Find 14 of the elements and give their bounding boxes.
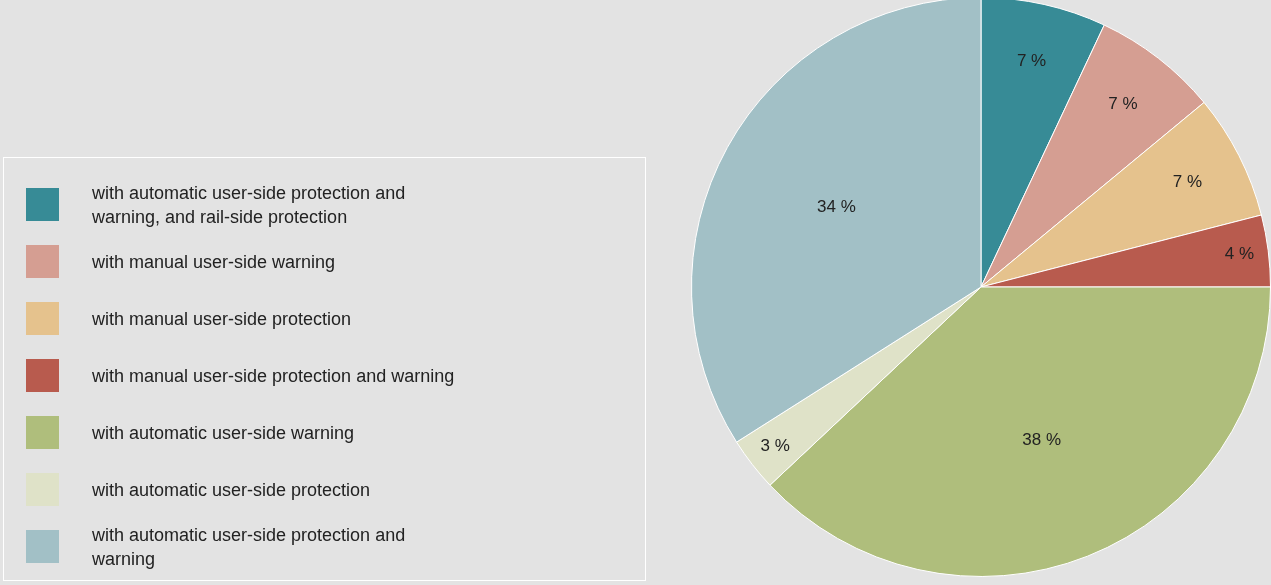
legend-label: with automatic user-side protection	[92, 478, 371, 502]
legend-label: with manual user-side warning	[92, 250, 336, 274]
data-label: 7 %	[1172, 171, 1203, 191]
data-label: 38 %	[1022, 430, 1062, 450]
data-label: 7 %	[1108, 93, 1138, 113]
data-label: 4 %	[1224, 244, 1255, 264]
data-label: 3 %	[760, 436, 790, 456]
legend-label: with automatic user-side warning	[92, 421, 355, 445]
legend-label: with manual user-side protection	[92, 307, 352, 331]
data-label: 7 %	[1016, 50, 1047, 70]
legend-label: with automatic user-side protection and warning, and rail-side protection	[92, 181, 407, 229]
data-label: 34 %	[817, 197, 856, 217]
legend-label: with automatic user-side protection and warning	[92, 523, 407, 571]
legend-label: with manual user-side protection and warning	[92, 364, 455, 388]
